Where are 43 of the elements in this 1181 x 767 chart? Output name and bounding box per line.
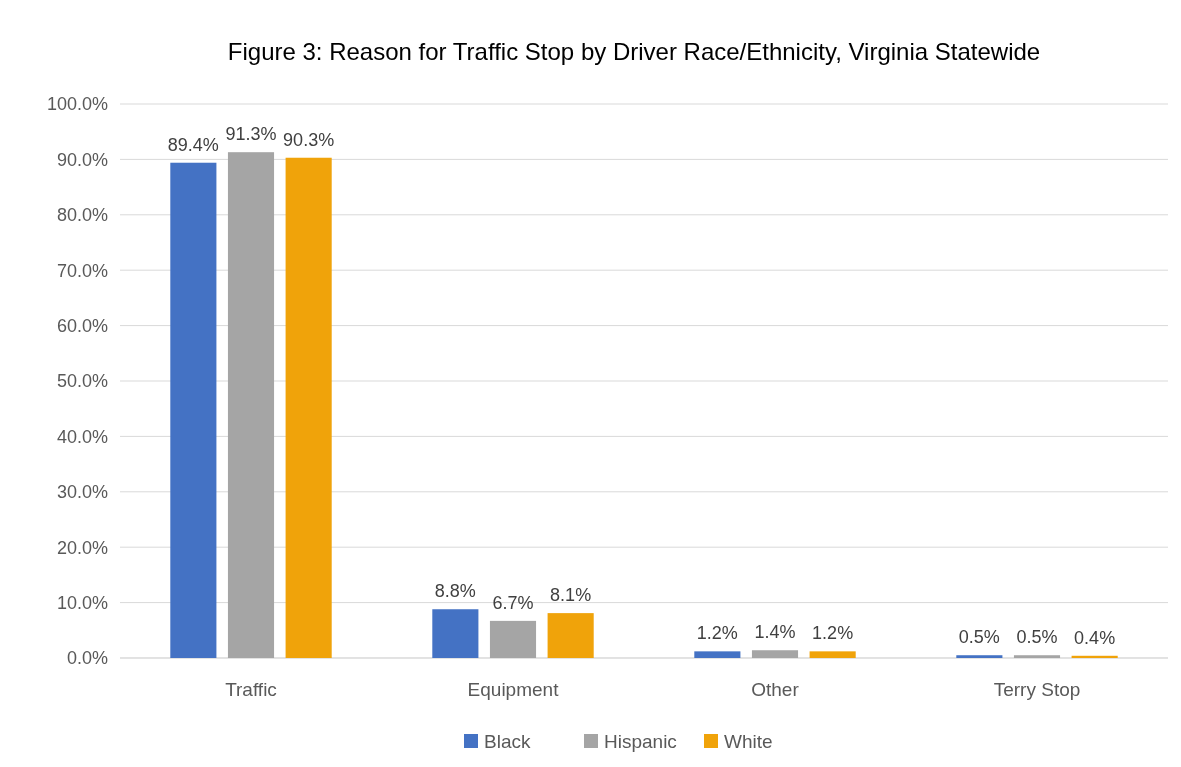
x-tick-label: Other bbox=[751, 679, 800, 700]
y-tick-label: 60.0% bbox=[56, 315, 108, 336]
legend-label: Black bbox=[484, 730, 531, 752]
legend-label: White bbox=[724, 730, 773, 752]
y-tick-label: 40.0% bbox=[56, 426, 108, 447]
bar bbox=[432, 609, 479, 658]
bar bbox=[1013, 655, 1061, 658]
y-tick-label: 20.0% bbox=[56, 537, 108, 558]
data-label: 1.2% bbox=[812, 623, 854, 644]
bar bbox=[809, 651, 856, 658]
y-tick-label: 0.0% bbox=[66, 648, 108, 669]
bar bbox=[547, 613, 594, 658]
y-tick-label: 70.0% bbox=[56, 260, 108, 281]
bar bbox=[170, 162, 217, 658]
x-tick-label: Equipment bbox=[467, 679, 560, 700]
data-label: 0.4% bbox=[1074, 627, 1116, 648]
bar bbox=[285, 157, 332, 658]
data-label: 0.5% bbox=[958, 627, 1000, 648]
y-tick-label: 90.0% bbox=[56, 149, 108, 170]
bar bbox=[694, 651, 741, 658]
y-tick-label: 50.0% bbox=[56, 371, 108, 392]
x-tick-label: Traffic bbox=[225, 679, 277, 700]
data-label: 1.2% bbox=[696, 623, 738, 644]
data-label: 6.7% bbox=[492, 592, 534, 613]
data-label: 90.3% bbox=[283, 129, 335, 150]
data-label: 1.4% bbox=[754, 622, 796, 643]
chart-title: Figure 3: Reason for Traffic Stop by Driver Race/Ethnicity, Virginia Statewide bbox=[227, 38, 1041, 65]
legend-label: Hispanic bbox=[604, 730, 677, 752]
bar bbox=[1071, 655, 1118, 658]
bar bbox=[751, 650, 799, 658]
data-label: 91.3% bbox=[225, 124, 277, 145]
bar bbox=[227, 152, 275, 658]
bar bbox=[956, 655, 1003, 658]
data-label: 0.5% bbox=[1016, 627, 1058, 648]
x-tick-label: Terry Stop bbox=[993, 679, 1081, 700]
data-label: 8.1% bbox=[550, 585, 592, 606]
data-label: 8.8% bbox=[434, 581, 476, 602]
y-tick-label: 100.0% bbox=[46, 94, 108, 115]
bar bbox=[489, 620, 537, 658]
y-tick-label: 30.0% bbox=[56, 482, 108, 503]
y-tick-label: 10.0% bbox=[56, 592, 108, 613]
data-label: 89.4% bbox=[167, 134, 219, 155]
y-tick-label: 80.0% bbox=[56, 205, 108, 226]
